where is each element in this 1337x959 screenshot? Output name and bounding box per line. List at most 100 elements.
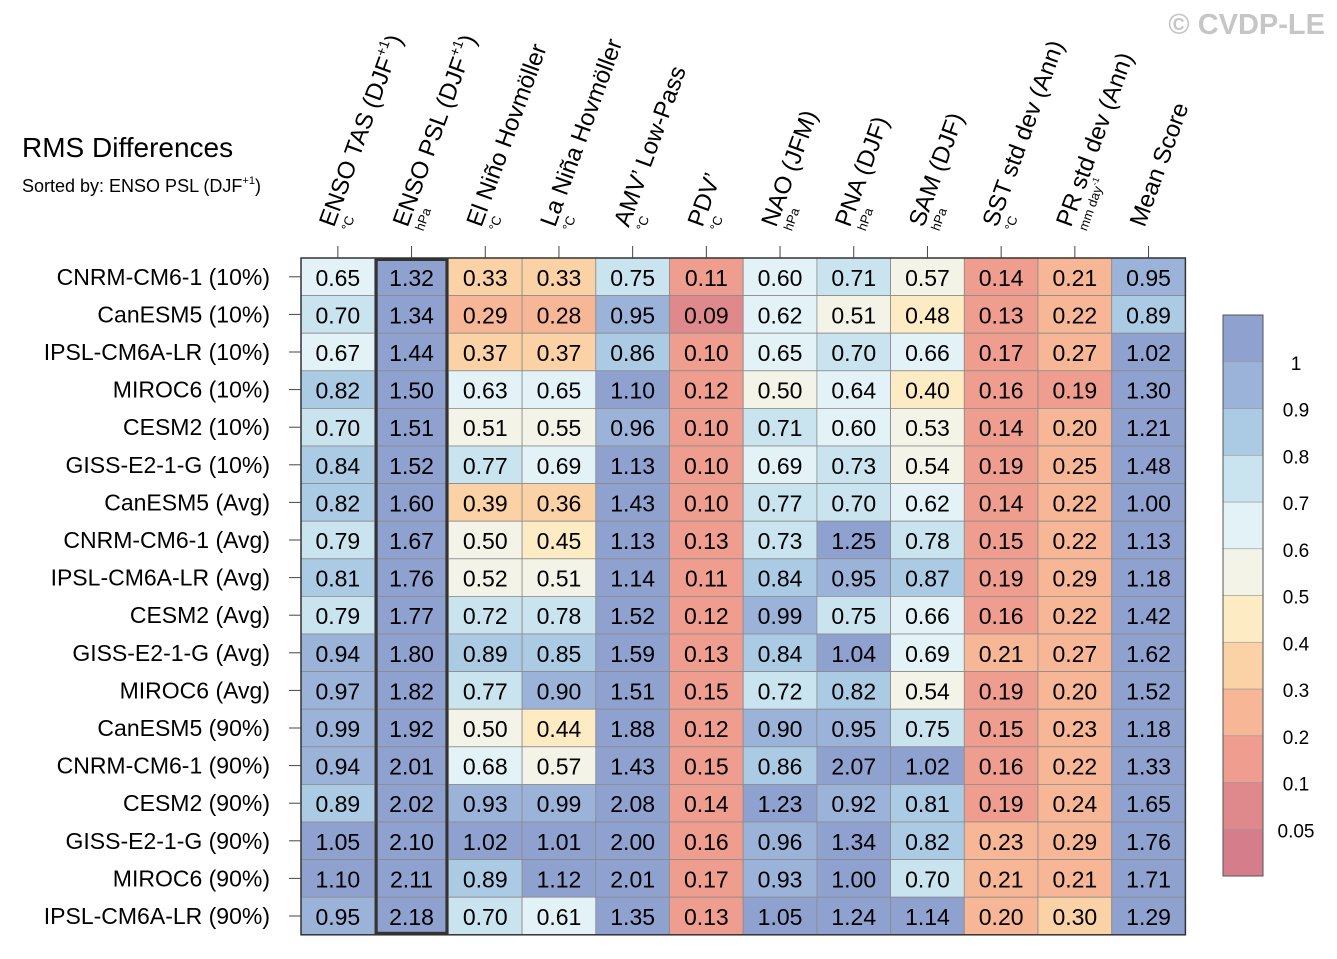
- heatmap-cell: [1037, 746, 1113, 785]
- cell-value-label: 0.44: [537, 716, 582, 742]
- heatmap-cell: [816, 633, 892, 672]
- row-label: CNRM-CM6-1 (10%): [57, 264, 270, 290]
- cell-value-label: 0.50: [463, 528, 508, 554]
- row-label: GISS-E2-1-G (Avg): [72, 640, 270, 666]
- row-label: CanESM5 (Avg): [104, 489, 270, 515]
- cell-value-label: 0.75: [831, 603, 876, 629]
- heatmap-cell: [300, 445, 376, 484]
- cell-value-label: 0.73: [831, 453, 876, 479]
- column-label: ENSO PSL (DJF+1): [385, 30, 482, 230]
- colorbar-swatch: [1222, 828, 1264, 877]
- cell-value-label: 0.65: [537, 378, 582, 404]
- cell-value-label: 0.14: [979, 265, 1024, 291]
- cell-value-label: 0.27: [1052, 340, 1097, 366]
- column-label-text: SST std dev (Ann): [977, 37, 1069, 230]
- cell-value-label: 0.29: [1052, 829, 1097, 855]
- cell-value-label: 0.72: [463, 603, 508, 629]
- cell-value-label: 1.33: [1126, 754, 1171, 780]
- heatmap-cell: [521, 370, 597, 409]
- cell-value-label: 0.15: [684, 754, 729, 780]
- cell-value-label: 1.43: [610, 754, 655, 780]
- colorbar-swatch: [1222, 548, 1264, 596]
- heatmap-cell: [447, 332, 523, 372]
- colorbar-tick-label: 0.3: [1283, 681, 1309, 702]
- heatmap-cell: [1111, 257, 1186, 296]
- cell-value-label: 1.21: [1126, 415, 1171, 441]
- cell-value-label: 1.14: [610, 566, 655, 592]
- heatmap-cell: [1037, 295, 1113, 334]
- cell-value-label: 0.28: [537, 302, 582, 328]
- heatmap-cell: [300, 859, 376, 898]
- heatmap-cell: [669, 633, 744, 672]
- heatmap-cell: [521, 445, 597, 484]
- heatmap-cell: [447, 821, 523, 860]
- cell-value-label: 0.11: [685, 265, 728, 291]
- heatmap-cell: [521, 520, 597, 560]
- heatmap-cell: [1037, 633, 1113, 672]
- column-unit: °C: [633, 214, 652, 233]
- cell-value-label: 1.62: [1126, 641, 1171, 667]
- column-unit-text: °C: [633, 214, 652, 233]
- cell-value-label: 0.96: [758, 829, 803, 855]
- heatmap-cell: [669, 558, 744, 597]
- cell-value-label: 0.16: [979, 603, 1024, 629]
- cell-value-label: 1.44: [389, 340, 434, 366]
- heatmap-cell: [742, 407, 818, 447]
- column-unit-text: °C: [1002, 214, 1021, 233]
- heatmap-cell: [1037, 671, 1113, 710]
- cell-value-label: 0.16: [684, 829, 729, 855]
- heatmap-value-labels: 0.65 1.32 0.33 0.33 0.75 0.11 0.60 0.71 0.57 0.14…: [315, 265, 1170, 930]
- heatmap-cell: [374, 558, 449, 597]
- cell-value-label: 0.10: [684, 453, 729, 479]
- heatmap-cell: [669, 370, 744, 409]
- heatmap-cell: [742, 596, 818, 635]
- subtitle-prefix: Sorted by: ENSO PSL (DJF: [22, 176, 242, 196]
- cell-value-label: 0.12: [684, 603, 729, 629]
- cell-value-label: 0.10: [684, 415, 729, 441]
- cell-value-label: 0.21: [979, 866, 1024, 892]
- cell-value-label: 0.45: [537, 528, 582, 554]
- heatmap-cell: [447, 558, 523, 597]
- cell-value-label: 0.94: [315, 754, 360, 780]
- heatmap-cell: [890, 896, 965, 936]
- colorbar-swatch: [1222, 454, 1264, 503]
- cell-value-label: 1.92: [389, 716, 434, 742]
- cell-value-label: 2.08: [610, 791, 655, 817]
- column-label-text: Mean Score: [1125, 99, 1195, 230]
- cell-value-label: 0.75: [610, 265, 655, 291]
- heatmap-cell: [1111, 633, 1186, 672]
- cell-value-label: 0.81: [315, 566, 360, 592]
- cell-value-label: 1.13: [1126, 528, 1171, 554]
- colorbar-tick-label: 0.7: [1283, 494, 1309, 515]
- cell-value-label: 0.23: [1052, 716, 1097, 742]
- cell-value-label: 0.70: [831, 340, 876, 366]
- heatmap-cell: [595, 407, 670, 447]
- cell-value-label: 0.69: [905, 641, 950, 667]
- heatmap-cell: [374, 596, 449, 635]
- column-label-group: Mean Score: [1125, 99, 1195, 230]
- cell-value-label: 0.22: [1052, 302, 1097, 328]
- column-labels: ENSO TAS (DJF+1)°C ENSO PSL (DJF+1)hPa El …: [314, 30, 1195, 258]
- heatmap-cell: [742, 746, 818, 785]
- cell-value-label: 0.66: [905, 603, 950, 629]
- cell-value-label: 0.51: [831, 302, 876, 328]
- heatmap-cell: [447, 671, 523, 710]
- cell-value-label: 0.24: [1052, 791, 1097, 817]
- cell-value-label: 0.89: [1126, 302, 1171, 328]
- cell-value-label: 0.21: [1052, 265, 1097, 291]
- colorbar: 0.05 0.1 0.2 0.3 0.4 0.5 0.6 0.7 0.8 0.9 1: [1222, 314, 1314, 877]
- cell-value-label: 0.14: [684, 791, 729, 817]
- heatmap-cell: [742, 859, 818, 898]
- heatmap-cell: [742, 558, 818, 597]
- cell-value-label: 0.95: [1126, 265, 1171, 291]
- sorted-column-highlight: [374, 258, 449, 935]
- cell-value-label: 0.12: [684, 716, 729, 742]
- heatmap-cell: [300, 746, 376, 785]
- heatmap-border: [300, 257, 1187, 936]
- heatmap-cell: [300, 257, 376, 296]
- row-label: CanESM5 (10%): [97, 301, 270, 327]
- heatmap-cell: [595, 596, 670, 635]
- column-unit: °C: [559, 214, 578, 233]
